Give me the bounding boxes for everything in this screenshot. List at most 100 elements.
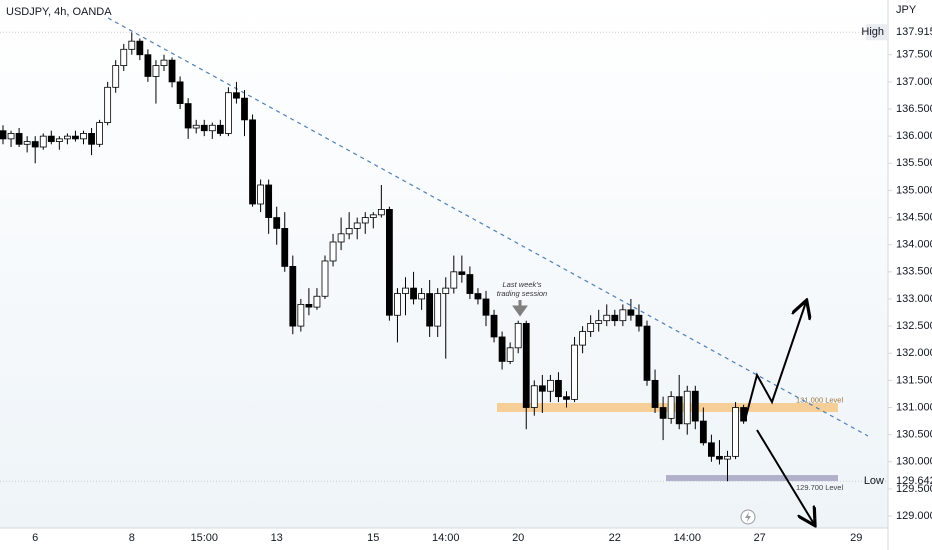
candle-body xyxy=(152,65,160,77)
candle-body xyxy=(385,209,393,316)
candle-body xyxy=(563,396,570,400)
candle-body xyxy=(88,133,95,145)
candle-body xyxy=(289,266,297,327)
marker-value: 137.915 xyxy=(896,26,932,38)
candle-body xyxy=(224,92,232,134)
level-zone xyxy=(666,475,838,482)
annotation: trading session xyxy=(497,289,547,298)
y-tick-label: 129.500 xyxy=(896,483,932,495)
x-tick-label: 14:00 xyxy=(432,532,460,544)
candle-body xyxy=(192,124,200,129)
candle-body xyxy=(555,379,562,398)
candle-body xyxy=(603,314,611,322)
chart-title: USDJPY, 4h, OANDA xyxy=(6,6,112,18)
zones: 131.000 Level 129.700 Level xyxy=(497,395,843,492)
x-tick-label: 27 xyxy=(754,532,766,544)
candle-body xyxy=(635,314,643,327)
x-tick-label: 13 xyxy=(271,532,283,544)
y-tick-label: 137.500 xyxy=(896,49,932,61)
candle-body xyxy=(361,217,369,224)
candle-body xyxy=(176,81,184,104)
annotation: Last week's xyxy=(503,280,542,289)
y-tick-label: 131.000 xyxy=(896,401,932,413)
candle-body xyxy=(369,214,377,218)
candle-body xyxy=(233,92,240,99)
candle-body xyxy=(184,103,192,129)
candle-body xyxy=(31,141,39,148)
candle-body xyxy=(297,303,305,327)
candle-body xyxy=(732,407,739,457)
candle-body xyxy=(530,385,538,408)
candle-body xyxy=(96,122,103,145)
x-tick-label: 22 xyxy=(609,532,621,544)
candle-body xyxy=(506,347,514,362)
candle-body xyxy=(104,86,112,123)
candle-body xyxy=(55,138,63,142)
candle-body xyxy=(667,396,675,419)
candle-body xyxy=(257,184,265,205)
x-tick-label: 29 xyxy=(850,532,862,544)
x-tick-label: 14:00 xyxy=(673,532,701,544)
y-tick-label: 134.000 xyxy=(896,239,932,251)
candle-body xyxy=(136,40,144,56)
level-label: 129.700 Level xyxy=(796,483,843,492)
candle-body xyxy=(418,293,426,300)
candle-body xyxy=(249,119,256,205)
candle-body xyxy=(47,135,55,142)
candle-body xyxy=(337,233,345,243)
candle-body xyxy=(241,97,248,121)
candle-body xyxy=(538,385,546,392)
candle-body xyxy=(442,287,450,294)
y-tick-label: 136.000 xyxy=(896,130,932,142)
candle-body xyxy=(434,293,442,327)
candle-body xyxy=(313,295,321,308)
marker-badge xyxy=(866,24,888,41)
candle-body xyxy=(39,135,47,148)
candle-body xyxy=(281,228,289,267)
candle-body xyxy=(595,320,603,324)
candle-body xyxy=(587,322,595,332)
candle-body xyxy=(522,322,530,408)
candle-body xyxy=(0,130,7,140)
candle-body xyxy=(691,390,699,422)
candle-body xyxy=(724,455,731,460)
candle-body xyxy=(353,222,361,229)
candle-body xyxy=(23,141,31,145)
candle-body xyxy=(651,379,659,408)
plot-background xyxy=(0,0,888,528)
candle-body xyxy=(329,241,337,262)
candle-body xyxy=(168,59,176,83)
candle-body xyxy=(619,309,627,322)
y-tick-label: 135.500 xyxy=(896,157,932,169)
candle-body xyxy=(144,54,152,77)
trendline xyxy=(107,17,869,437)
candle-body xyxy=(458,271,466,275)
candle-body xyxy=(72,135,79,140)
candle-body xyxy=(410,287,417,300)
level-label: 131.000 Level xyxy=(796,395,843,404)
candle-body xyxy=(128,40,136,50)
candle-body xyxy=(498,336,506,362)
y-tick-label: 137.000 xyxy=(896,76,932,88)
candle-body xyxy=(474,293,482,300)
y-tick-label: 132.500 xyxy=(896,320,932,332)
level-zone xyxy=(497,403,838,413)
x-tick-label: 8 xyxy=(129,532,135,544)
annotation-arrow xyxy=(512,300,528,317)
candle-body xyxy=(200,124,208,132)
candle-body xyxy=(80,133,87,140)
candle-body xyxy=(547,379,554,392)
candle-body xyxy=(216,124,224,134)
down-arrow xyxy=(756,429,814,524)
candle-body xyxy=(305,303,313,308)
candle-body xyxy=(579,331,586,346)
candle-body xyxy=(120,48,128,66)
candle-body xyxy=(466,274,474,294)
candle-body xyxy=(514,322,522,349)
event-icon-bolt xyxy=(745,512,751,522)
candle-body xyxy=(321,260,329,297)
y-tick-label: 129.000 xyxy=(896,510,932,522)
candle-body xyxy=(15,133,23,145)
